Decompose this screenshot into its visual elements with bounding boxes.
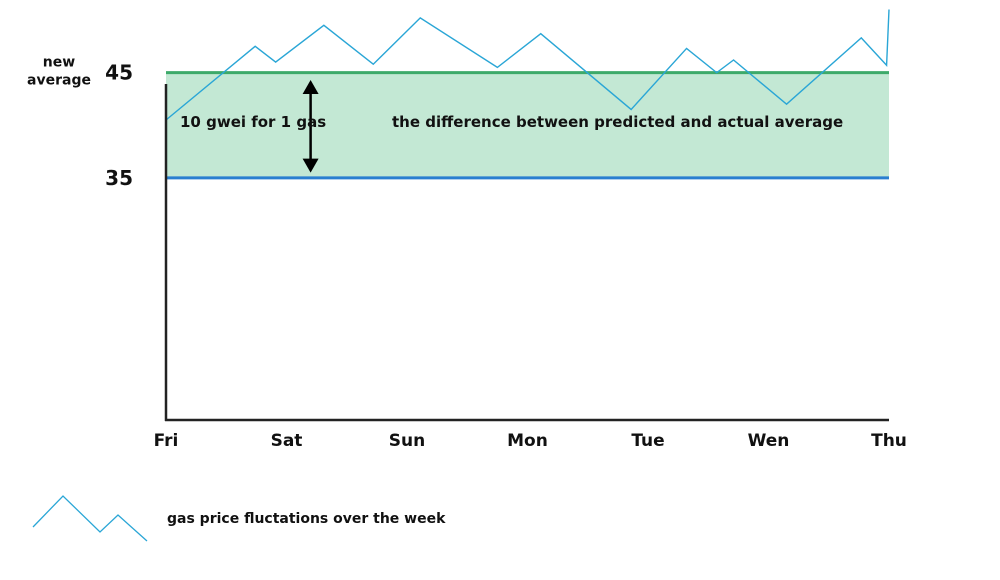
legend: gas price fluctations over the week xyxy=(32,495,446,542)
x-tick-label-mon: Mon xyxy=(507,431,548,451)
annotation-layer: 10 gwei for 1 gas the difference between … xyxy=(180,113,843,131)
series-line-0 xyxy=(165,9,890,121)
series-layer xyxy=(165,9,890,121)
legend-label: gas price fluctations over the week xyxy=(167,511,446,527)
legend-swatch-line xyxy=(32,495,148,542)
x-tick-layer: Fri Sat Sun Mon Tue Wen Thu xyxy=(154,431,907,451)
x-tick-label-wen: Wen xyxy=(748,431,790,451)
annotation-1: the difference between predicted and act… xyxy=(392,113,843,131)
arrow-head-up xyxy=(302,80,319,94)
difference-arrow xyxy=(302,80,319,173)
x-tick-label-thu: Thu xyxy=(871,431,907,451)
x-tick-label-sun: Sun xyxy=(389,431,425,451)
x-tick-label-tue: Tue xyxy=(631,431,664,451)
chart-band xyxy=(166,72,889,178)
arrow-head-down xyxy=(302,158,319,173)
x-tick-label-sat: Sat xyxy=(271,431,303,451)
y-tick-layer: 45 35 xyxy=(105,61,133,190)
new-average-label: new average xyxy=(27,55,91,89)
annotation-0: 10 gwei for 1 gas xyxy=(180,113,326,131)
x-tick-label-fri: Fri xyxy=(154,431,179,451)
y-tick-label-45: 45 xyxy=(105,61,133,85)
y-tick-label-35: 35 xyxy=(105,166,133,190)
